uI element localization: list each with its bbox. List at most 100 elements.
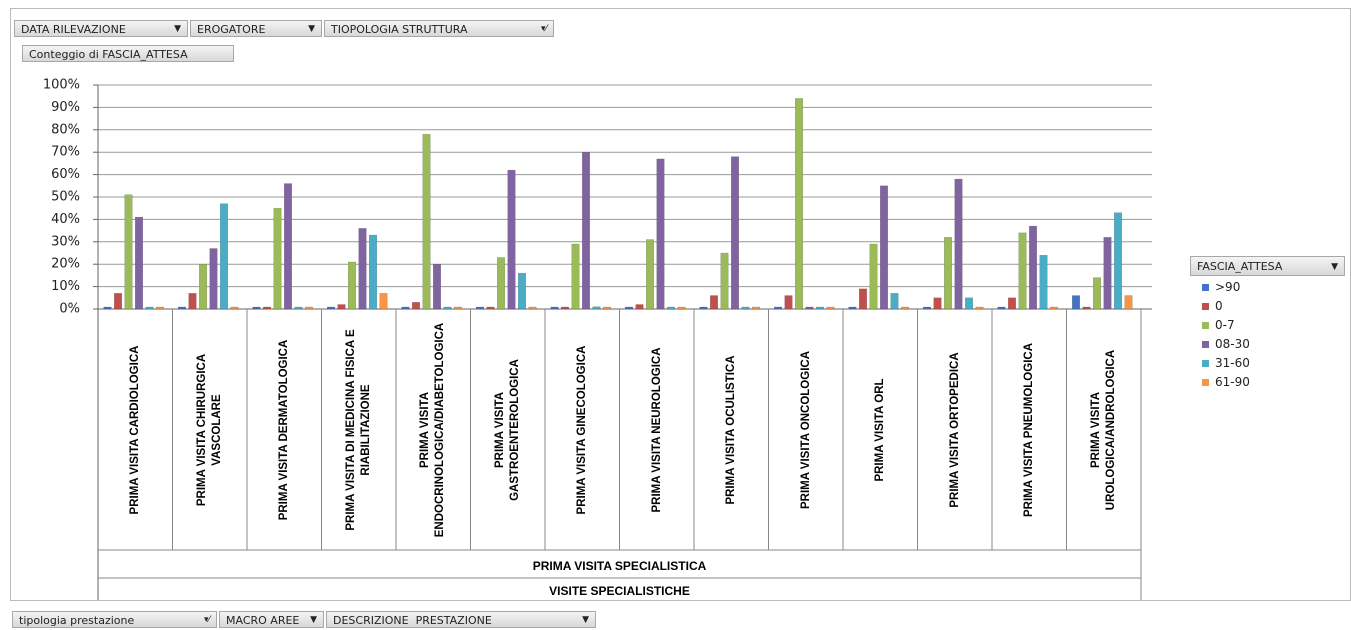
y-tick-label: 10% (51, 279, 80, 294)
x-tick-label: PRIMA VISITA UROLOGICA/ANDROLOGICA (1089, 349, 1117, 511)
legend-entry: >90 (1202, 280, 1240, 294)
x-tick-label: PRIMA VISITA NEUROLOGICA (650, 347, 663, 513)
bar (156, 306, 164, 310)
bar (561, 306, 569, 310)
legend-swatch (1202, 284, 1209, 291)
legend-label: 31-60 (1215, 356, 1250, 370)
legend-entry: 61-90 (1202, 375, 1250, 389)
x-tick-label: PRIMA VISITA DI MEDICINA FISICA E RIABIL… (344, 329, 372, 531)
bar (1103, 237, 1112, 310)
filter-button[interactable]: TIOPOLOGIA STRUTTURA ▾⁄ (324, 20, 554, 37)
bar (965, 297, 973, 310)
bar (412, 302, 420, 310)
filter-button[interactable]: EROGATORE ▼ (190, 20, 322, 37)
bar (582, 151, 590, 310)
bar (795, 98, 803, 310)
bar (1018, 232, 1027, 310)
axis-button-label: MACRO AREE (226, 614, 300, 627)
bar (901, 306, 909, 310)
bar (199, 263, 207, 310)
bar (550, 306, 559, 310)
x-group-label: PRIMA VISITA SPECIALISTICA (532, 559, 707, 573)
bar (667, 306, 675, 310)
bar (507, 169, 516, 310)
axis-button[interactable]: MACRO AREE ▼ (219, 611, 324, 628)
bar (710, 295, 718, 310)
filter-button-label: TIOPOLOGIA STRUTTURA (331, 23, 468, 36)
bar (720, 252, 729, 310)
x-tick-label: PRIMA VISITA PNEUMOLOGICA (1022, 343, 1035, 517)
y-tick-label: 40% (51, 212, 80, 227)
bar (305, 306, 313, 310)
bar (603, 306, 611, 310)
bar (178, 306, 186, 310)
bar (923, 306, 931, 310)
bar (933, 297, 942, 310)
y-tick-label: 60% (51, 167, 80, 182)
y-tick-label: 30% (51, 234, 80, 249)
filter-button[interactable]: DATA RILEVAZIONE ▼ (14, 20, 188, 37)
bar (880, 185, 888, 310)
bar (1029, 225, 1037, 310)
bar (124, 194, 133, 310)
bar (476, 306, 484, 310)
bar (337, 304, 346, 310)
bar (1008, 297, 1016, 310)
bar (379, 293, 388, 310)
bar (252, 306, 261, 310)
bar (816, 306, 824, 310)
bar (486, 306, 495, 310)
x-tick-label: PRIMA VISITA OCULISTICA (724, 355, 737, 505)
axis-button[interactable]: DESCRIZIONE PRESTAZIONE ▼ (326, 611, 596, 628)
legend-label: 0-7 (1215, 318, 1235, 332)
x-tick-label: PRIMA VISITA ENDOCRINOLOGICA/DIABETOLOGI… (419, 322, 447, 538)
legend-swatch (1202, 322, 1209, 329)
bar (699, 306, 708, 310)
bar (369, 234, 377, 310)
bar (869, 243, 878, 310)
legend-label: 0 (1215, 299, 1223, 313)
bar (230, 306, 239, 310)
legend-swatch (1202, 341, 1209, 348)
bar (220, 203, 228, 310)
legend-title-button[interactable]: FASCIA_ATTESA ▼ (1190, 256, 1345, 276)
bar (975, 306, 984, 310)
bar (188, 293, 197, 310)
bar (528, 306, 537, 310)
y-tick-label: 80% (51, 122, 80, 137)
bar (646, 239, 654, 310)
bar (944, 237, 952, 310)
y-tick-label: 20% (51, 257, 80, 272)
bar (135, 216, 143, 310)
bar (422, 134, 431, 310)
bar (954, 178, 963, 310)
bar (497, 257, 505, 310)
bar (103, 306, 112, 310)
bar (677, 306, 686, 310)
y-tick-label: 90% (51, 100, 80, 115)
bar (805, 306, 814, 310)
y-tick-label: 70% (51, 145, 80, 160)
bar (284, 183, 292, 310)
value-button[interactable]: Conteggio di FASCIA_ATTESA (22, 45, 234, 62)
legend-swatch (1202, 303, 1209, 310)
x-tick-label: PRIMA VISITA DERMATOLOGICA (277, 339, 290, 521)
legend-label: >90 (1215, 280, 1241, 294)
axis-button[interactable]: tipologia prestazione ▾⁄ (12, 611, 217, 628)
legend-title: FASCIA_ATTESA (1197, 260, 1283, 273)
bar (433, 263, 441, 310)
bar (731, 156, 739, 310)
value-button-label: Conteggio di FASCIA_ATTESA (29, 48, 188, 61)
legend-entry: 0 (1202, 299, 1223, 313)
bar (114, 293, 122, 310)
legend-entry: 0-7 (1202, 318, 1235, 332)
filter-button-label: DATA RILEVAZIONE (21, 23, 126, 36)
axis-button-label: DESCRIZIONE PRESTAZIONE (333, 614, 492, 627)
bar (656, 158, 665, 310)
bar (1039, 254, 1048, 310)
bar (741, 306, 750, 310)
bar (826, 306, 835, 310)
legend-entry: 31-60 (1202, 356, 1250, 370)
legend-swatch (1202, 360, 1209, 367)
bar (774, 306, 782, 310)
